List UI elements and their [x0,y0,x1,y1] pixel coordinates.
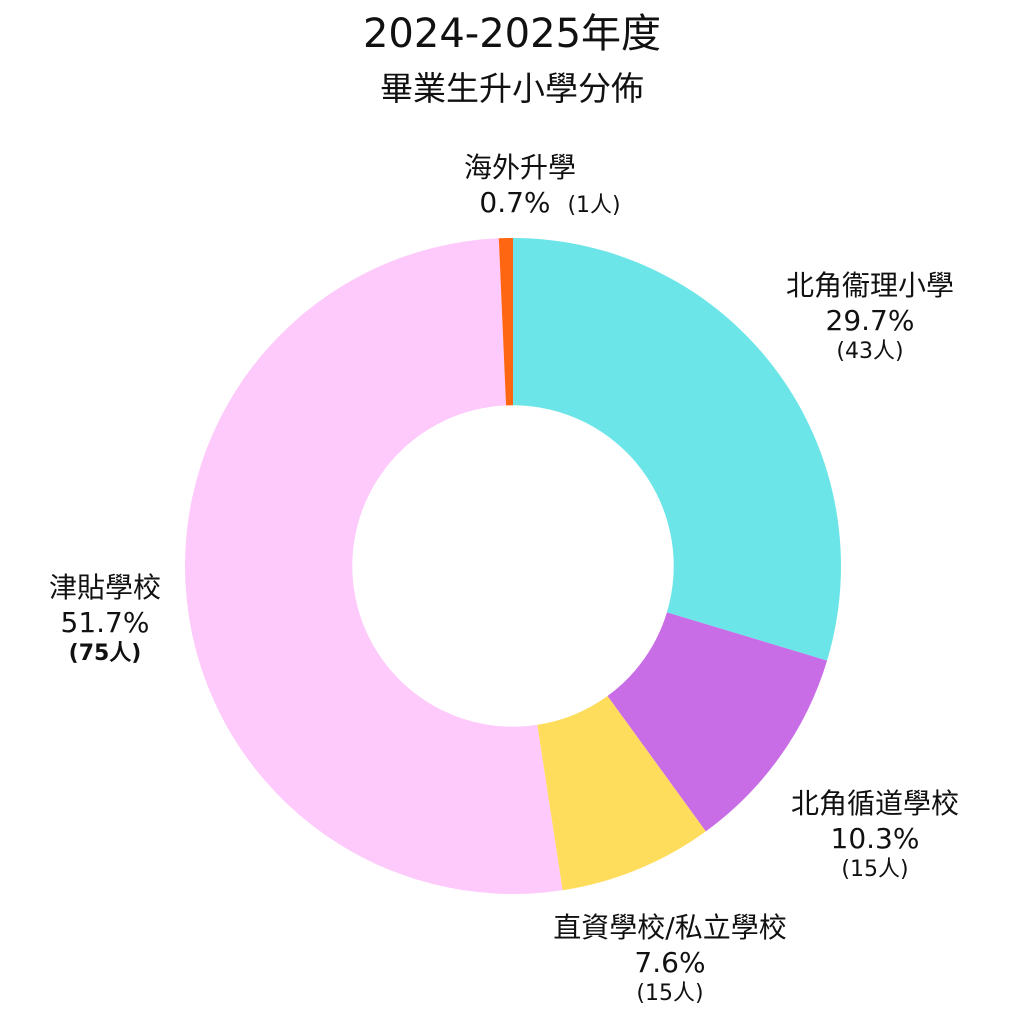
slice-label-percent: 29.7% [825,304,915,337]
slice-label-percent: 10.3% [830,822,920,855]
slice-label-percent-row: 0.7% (1人) [479,186,620,220]
slice-label-name: 北角衞理小學 [785,269,955,302]
chart-title-block: 2024-2025年度 畢業生升小學分佈 [0,6,1024,112]
slice-label-bp-methodist-school: 北角循道學校 10.3% (15人) [791,786,959,884]
slice-label-count: (75人) [68,641,142,666]
donut-slice-3 [184,238,563,895]
donut-slice-1 [607,612,828,832]
slice-label-percent: 51.7% [60,606,150,639]
slice-label-dss-private: 直資學校/私立學校 7.6% (15人) [553,910,786,1008]
donut-slice-4 [498,238,513,406]
slice-label-percent: 7.6% [634,946,706,979]
slice-label-percent: 0.7% [479,186,551,219]
slice-label-bp-methodist: 北角衞理小學 29.7% (43人) [786,268,954,366]
donut-slice-2 [537,696,706,891]
slice-label-name: 直資學校/私立學校 [553,911,787,944]
chart-title: 2024-2025年度 [362,11,662,57]
donut-slice-0 [513,238,841,661]
slice-label-name: 津貼學校 [48,571,162,604]
slice-label-count: (15人) [636,981,704,1006]
slice-label-count: (15人) [841,857,909,882]
chart-subtitle: 畢業生升小學分佈 [380,69,644,108]
slice-label-count: (43人) [836,339,904,364]
slice-label-name: 北角循道學校 [790,787,960,820]
slice-label-name: 海外升學 [463,151,576,184]
slice-label-overseas: 海外升學 0.7% (1人) [419,150,621,220]
slice-label-count: (1人) [567,193,621,218]
slice-label-aided: 津貼學校 51.7% (75人) [49,570,161,668]
